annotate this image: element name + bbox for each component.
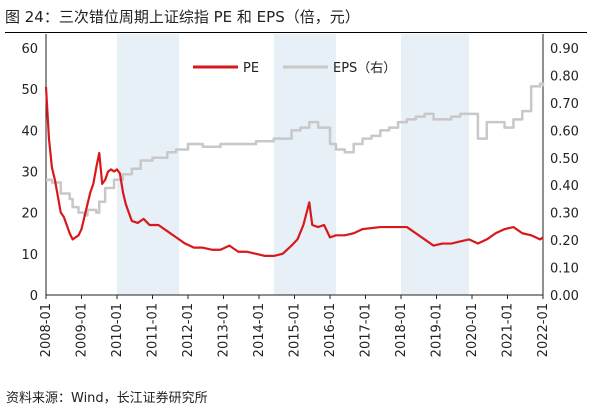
- shaded-period: [401, 34, 470, 295]
- legend-eps-label: EPS（右）: [333, 61, 396, 76]
- title-rule: [5, 32, 587, 33]
- left-tick-label: 20: [21, 207, 38, 222]
- x-tick-label: 2011-01: [146, 303, 161, 357]
- x-tick-label: 2022-01: [536, 303, 551, 357]
- left-tick-label: 50: [21, 83, 38, 98]
- right-tick-label: 0.40: [550, 179, 579, 194]
- x-tick-label: 2021-01: [501, 303, 516, 357]
- right-tick-label: 0.80: [550, 69, 579, 84]
- x-tick-label: 2020-01: [465, 303, 480, 357]
- pe-series-line: [44, 87, 544, 257]
- right-tick-label: 0.20: [550, 234, 579, 249]
- right-tick-label: 0.60: [550, 124, 579, 139]
- source-note: 资料来源：Wind，长江证券研究所: [6, 391, 208, 406]
- right-tick-label: 0.90: [550, 42, 579, 57]
- x-tick-label: 2019-01: [430, 303, 445, 357]
- shaded-period: [117, 34, 180, 295]
- x-tick-label: 2017-01: [359, 303, 374, 357]
- right-tick-label: 0.00: [550, 289, 579, 304]
- x-tick-label: 2014-01: [252, 303, 267, 357]
- right-tick-label: 0.70: [550, 97, 579, 112]
- x-tick-label: 2013-01: [217, 303, 232, 357]
- right-tick-label: 0.50: [550, 152, 579, 167]
- x-tick-label: 2009-01: [75, 303, 90, 357]
- left-tick-label: 30: [21, 166, 38, 181]
- series: [44, 82, 545, 257]
- axes: 0 10 20 30 40 50 60 0.00 0.10 0.20 0.30 0.40 0.50 0.6…: [21, 34, 579, 357]
- x-tick-label: 2018-01: [394, 303, 409, 357]
- shaded-period: [273, 34, 336, 295]
- shaded-periods: [117, 34, 470, 295]
- right-tick-label: 0.10: [550, 262, 579, 277]
- eps-series-line: [46, 82, 545, 217]
- left-tick-label: 10: [21, 248, 38, 263]
- left-tick-label: 0: [30, 289, 38, 304]
- legend-pe-label: PE: [243, 61, 259, 76]
- left-tick-label: 60: [21, 42, 38, 57]
- legend: PE EPS（右）: [193, 61, 396, 76]
- figure-title: 图 24：三次错位周期上证综指 PE 和 EPS（倍，元）: [5, 8, 360, 26]
- x-tick-label: 2012-01: [181, 303, 196, 357]
- right-tick-label: 0.30: [550, 207, 579, 222]
- x-tick-label: 2010-01: [110, 303, 125, 357]
- x-tick-label: 2008-01: [39, 303, 54, 357]
- x-tick-label: 2015-01: [288, 303, 303, 357]
- x-tick-label: 2016-01: [323, 303, 338, 357]
- left-tick-label: 40: [21, 124, 38, 139]
